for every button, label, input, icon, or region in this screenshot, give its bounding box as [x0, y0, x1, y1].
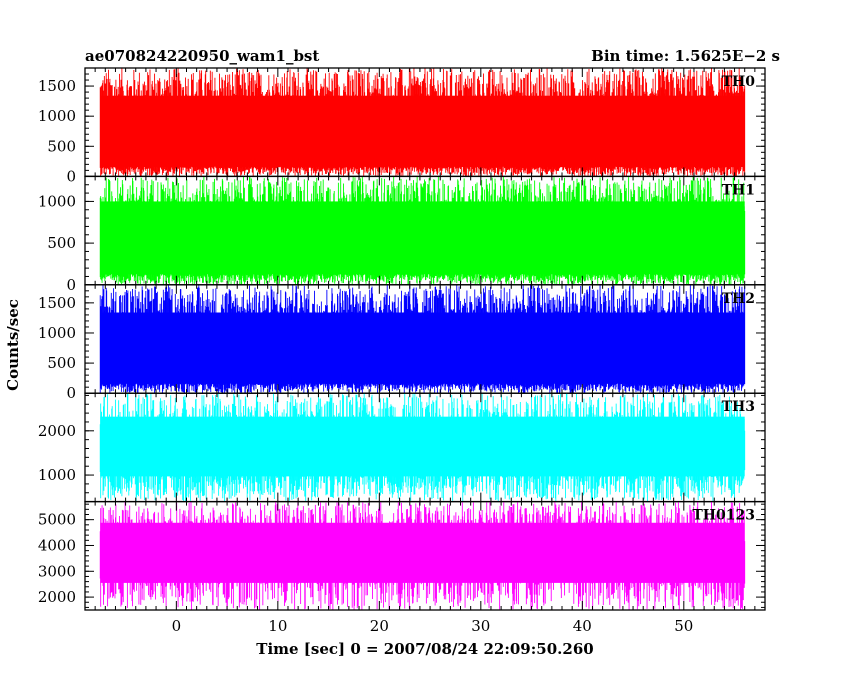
y-tick-label: 3000	[38, 562, 76, 580]
y-tick-label: 500	[47, 137, 76, 155]
x-tick-label: 0	[172, 617, 182, 635]
y-tick-label: 1000	[38, 192, 76, 210]
series-th1	[99, 176, 746, 285]
y-tick-label: 500	[47, 234, 76, 252]
y-tick-label: 5000	[38, 511, 76, 529]
panel-label: TH0123	[692, 508, 755, 524]
y-tick-label: 1500	[38, 77, 76, 95]
chart-title: ae070824220950_wam1_bst	[85, 47, 319, 65]
series-th3	[99, 393, 746, 502]
y-tick-label: 1500	[38, 294, 76, 312]
series-th0	[99, 68, 746, 177]
x-tick-label: 20	[370, 617, 389, 635]
x-tick-label: 50	[674, 617, 693, 635]
panel-th0123: 2000 3000 4000 5000 TH0123 0 10 20 30 40 50	[38, 500, 766, 635]
panel-th3: 1000 2000 TH3	[38, 392, 766, 503]
y-tick-label: 0	[66, 384, 76, 402]
panel-th1: 0 500 1000 TH1	[38, 175, 766, 294]
series-th2	[99, 284, 746, 394]
y-tick-label: 1000	[38, 466, 76, 484]
chart-subtitle: Bin time: 1.5625E−2 s	[591, 47, 780, 65]
y-tick-label: 2000	[38, 422, 76, 440]
y-tick-label: 0	[66, 167, 76, 185]
series-th0123	[99, 501, 746, 610]
y-tick-label: 500	[47, 354, 76, 372]
x-tick-label: 30	[471, 617, 490, 635]
y-tick-label: 2000	[38, 588, 76, 606]
y-tick-label: 1000	[38, 107, 76, 125]
x-axis-label: Time [sec] 0 = 2007/08/24 22:09:50.260	[256, 640, 593, 658]
y-axis-label: Counts/sec	[4, 299, 22, 391]
panel-label: TH0	[722, 74, 756, 90]
y-tick-label: 1000	[38, 324, 76, 342]
x-tick-label: 10	[268, 617, 287, 635]
x-tick-label: 40	[573, 617, 592, 635]
y-tick-label: 0	[66, 276, 76, 294]
panel-label: TH3	[722, 399, 755, 415]
y-tick-label: 4000	[38, 536, 76, 554]
panel-th2: 0 500 1000 1500 TH2	[38, 284, 766, 402]
panel-th0: 0 500 1000 1500 TH0	[38, 67, 766, 185]
panel-label: TH1	[722, 182, 755, 198]
panel-label: TH2	[722, 291, 755, 307]
